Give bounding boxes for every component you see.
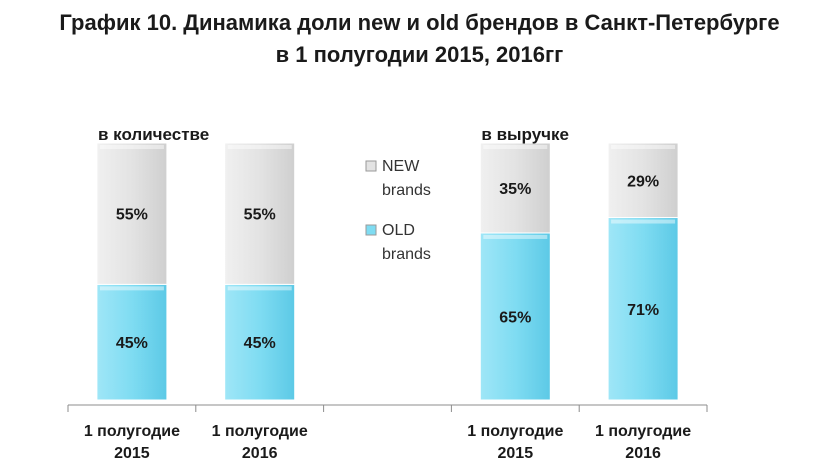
data-label-old-0: 45% <box>116 335 148 352</box>
legend-label-0: NEW brands <box>382 158 431 199</box>
data-label-new-0: 55% <box>116 207 148 224</box>
bar-bevel-1-3 <box>483 145 548 149</box>
bar-segment-new-3 <box>479 142 551 234</box>
chart-title-line-1: График 10. Динамика доли new и old бренд… <box>59 10 780 35</box>
bar-segment-old-1 <box>224 283 296 401</box>
bars-layer <box>96 142 679 401</box>
x-tick-label-3: 1 полугодие 2015 <box>467 423 563 462</box>
data-label-old-1: 45% <box>244 335 276 352</box>
x-tick-label-0: 1 полугодие 2015 <box>84 423 180 462</box>
bar-bevel-1-4 <box>611 145 676 149</box>
x-tick-label-4: 1 полугодие 2016 <box>595 423 691 462</box>
bar-bevel-0-0 <box>99 286 164 291</box>
bar-bevel-0-1 <box>227 286 292 291</box>
bar-segment-new-0 <box>96 142 168 285</box>
bar-segment-new-1 <box>224 142 296 285</box>
group-label-1: в выручке <box>481 125 569 144</box>
x-tick-label-1: 1 полугодие 2016 <box>212 423 308 462</box>
bar-segment-new-4 <box>607 142 679 219</box>
data-label-old-4: 71% <box>627 302 659 319</box>
bar-bevel-1-0 <box>99 145 164 149</box>
data-label-new-1: 55% <box>244 207 276 224</box>
legend-swatch-0 <box>365 160 377 172</box>
data-label-new-3: 35% <box>499 181 531 198</box>
legend-swatch-1 <box>365 224 377 236</box>
bar-segment-old-0 <box>96 283 168 401</box>
bar-bevel-0-3 <box>483 234 548 239</box>
chart-title-line-2: в 1 полугодии 2015, 2016гг <box>275 42 564 67</box>
bar-bevel-1-1 <box>227 145 292 149</box>
data-label-new-4: 29% <box>627 173 659 190</box>
labels-layer: 45% 55% 45% 55% 65% 35% 71% 29% в количестве в вы… <box>98 125 659 352</box>
data-label-old-3: 65% <box>499 309 531 326</box>
bar-segment-old-3 <box>479 232 551 401</box>
legend-label-1: OLD brands <box>382 222 431 263</box>
group-label-0: в количестве <box>98 125 209 144</box>
x-axis: 1 полугодие 2015 1 полугодие 2016 1 полугоди… <box>67 404 708 462</box>
bar-bevel-0-4 <box>611 219 676 224</box>
legend: NEW brands OLD brands <box>365 158 431 263</box>
